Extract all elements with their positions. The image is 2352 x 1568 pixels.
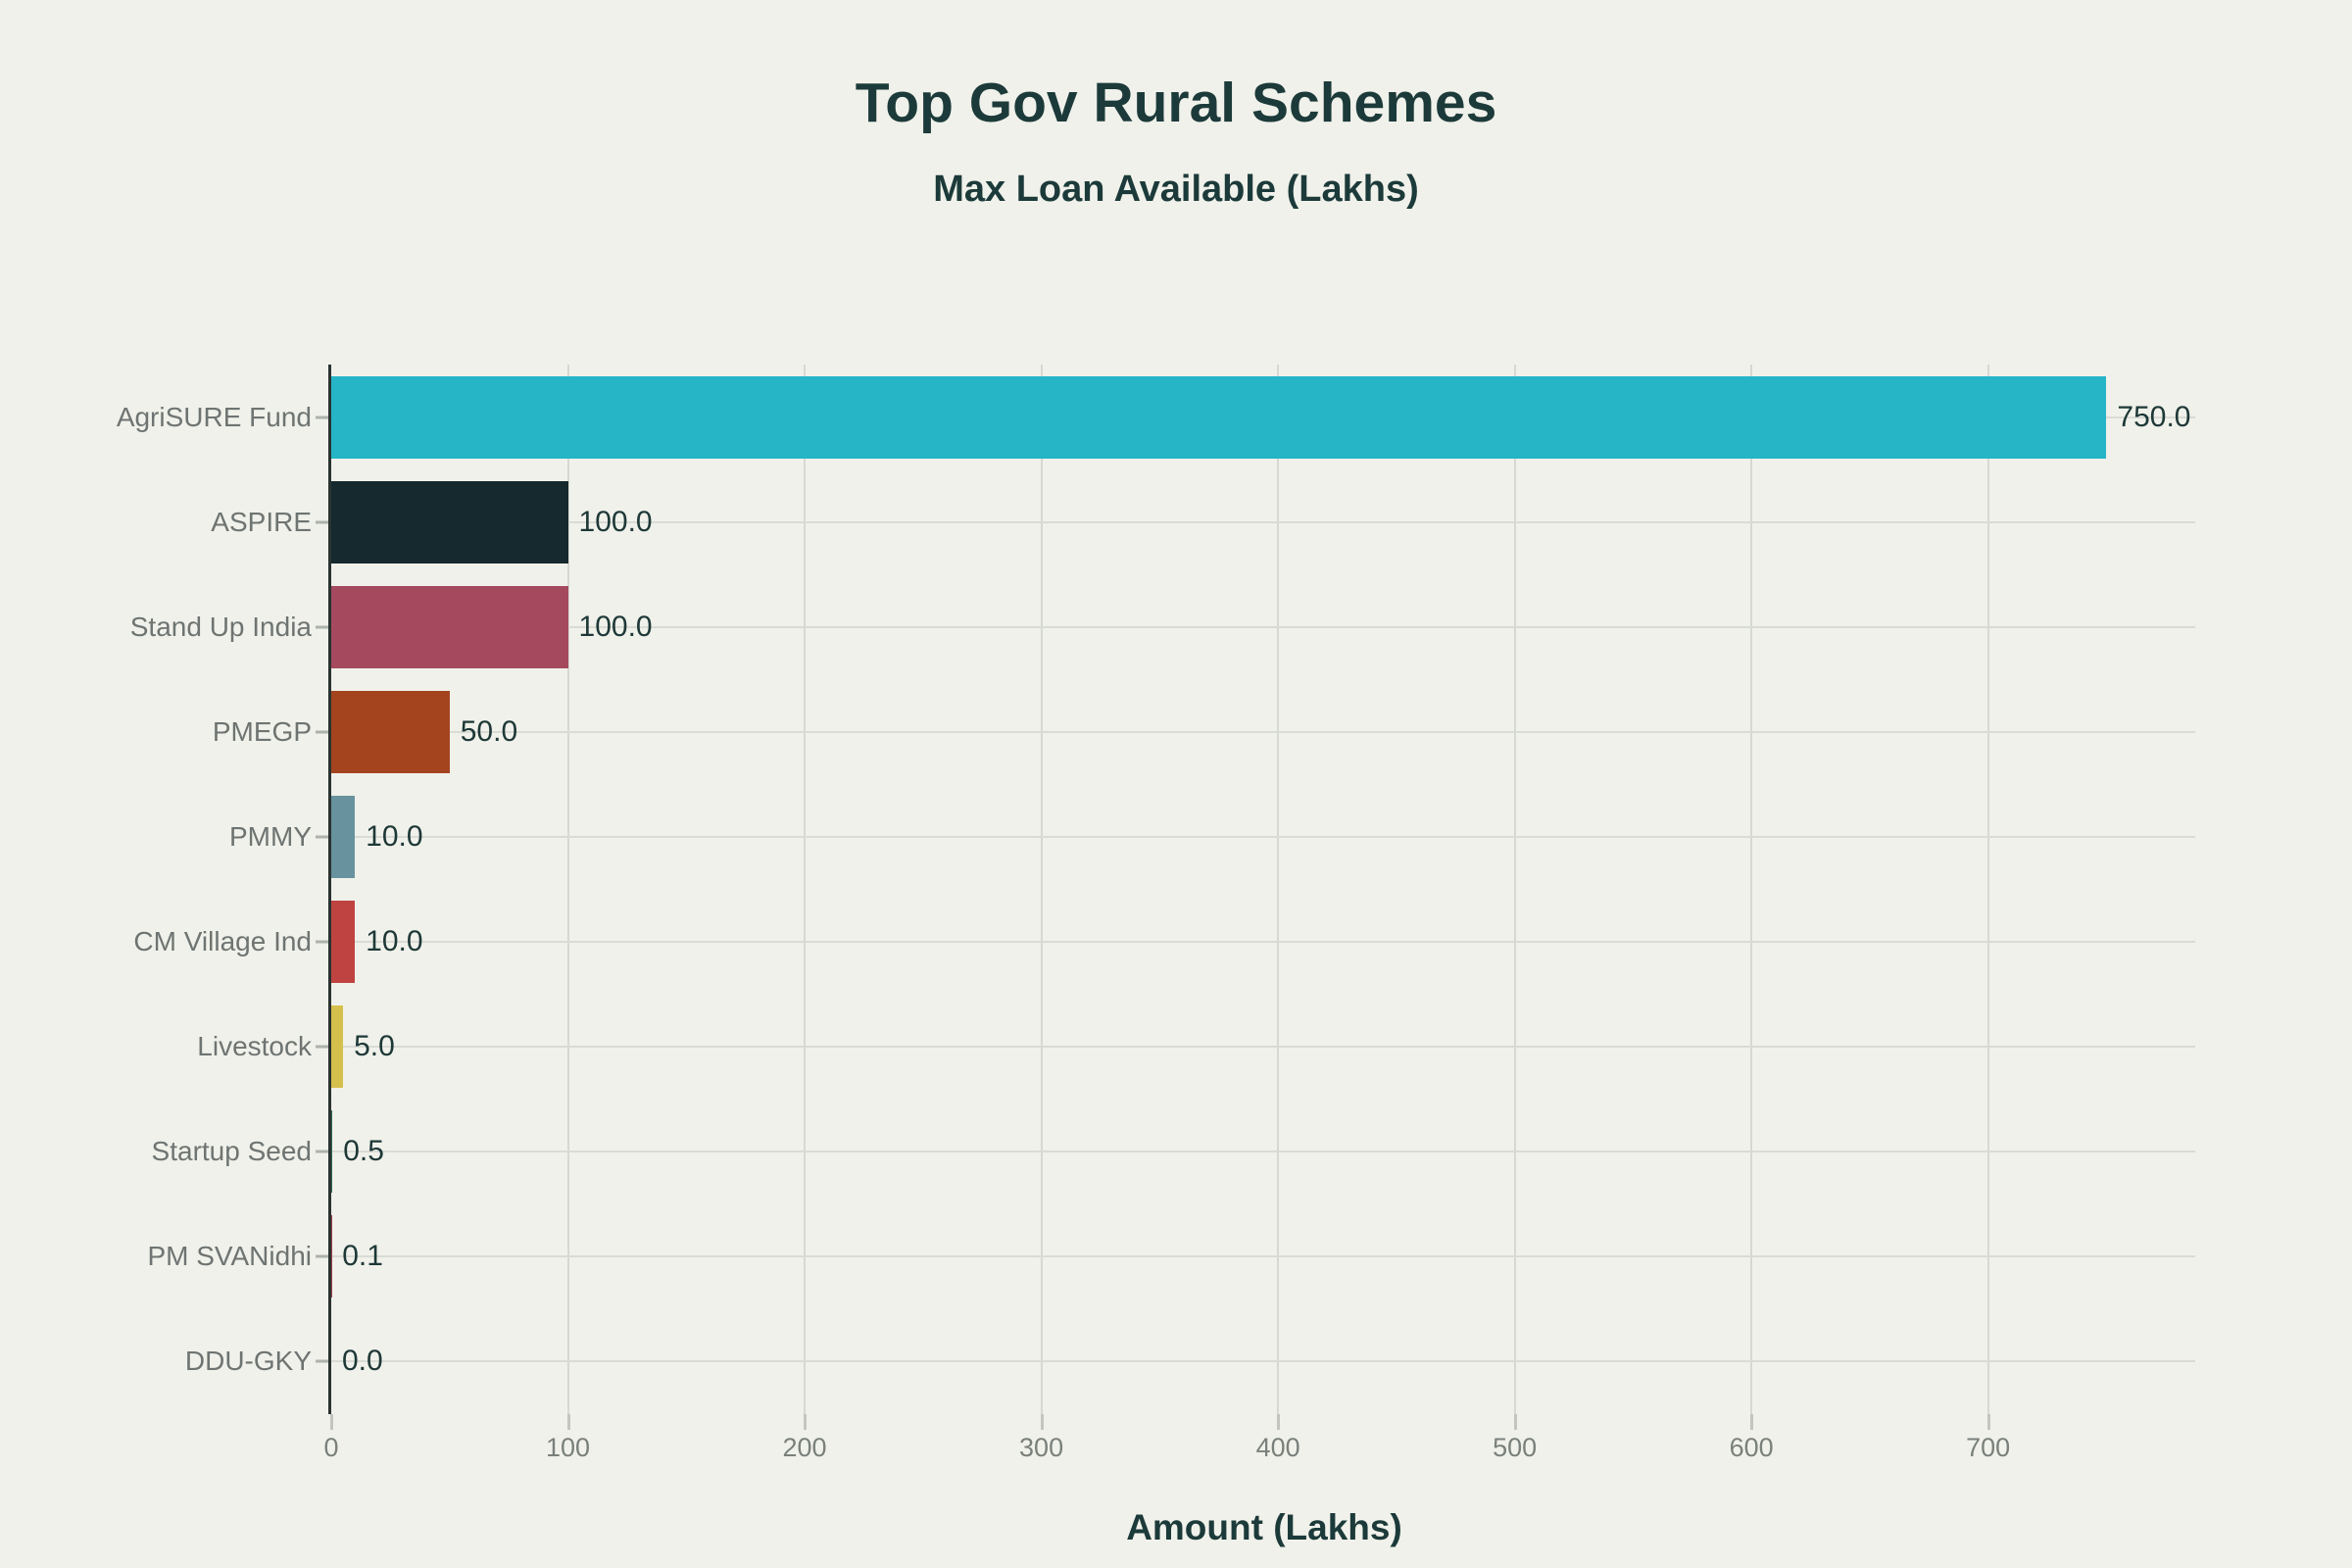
value-label-2: 100.0 [578, 610, 653, 643]
bar-cm-village-ind [331, 901, 356, 984]
category-label-agrisure-fund: AgriSURE Fund [116, 401, 312, 432]
value-label-3: 50.0 [460, 714, 518, 748]
value-label-4: 10.0 [366, 819, 423, 853]
category-label-pm-svanidhi: PM SVANidhi [147, 1241, 312, 1272]
gridline-row-7 [331, 1151, 2195, 1153]
gridline-x-200 [804, 365, 807, 1414]
value-label-1: 100.0 [578, 505, 653, 538]
gridline-row-2 [331, 625, 2195, 628]
y-tick-dash-1 [316, 520, 329, 524]
bar-pmmy [331, 795, 356, 878]
y-tick-dash-3 [316, 730, 329, 734]
gridline-row-3 [331, 730, 2195, 733]
x-tick-dash-0 [330, 1414, 333, 1430]
value-label-8: 0.1 [342, 1240, 383, 1273]
gridline-row-1 [331, 520, 2195, 523]
y-tick-dash-2 [316, 625, 329, 629]
category-label-aspire: ASPIRE [211, 506, 312, 537]
category-label-livestock: Livestock [197, 1031, 312, 1062]
plot-area: 750.0 100.0 100.0 50.0 10.0 10.0 5.0 0.5 0.1 0.0 [328, 365, 2195, 1414]
value-label-9: 0.0 [342, 1345, 383, 1378]
y-tick-dash-6 [316, 1045, 329, 1049]
gridline-x-500 [1513, 365, 1516, 1414]
gridline-x-100 [566, 365, 569, 1414]
value-label-6: 5.0 [354, 1030, 395, 1063]
chart-title: Top Gov Rural Schemes [855, 72, 1497, 134]
bar-aspire [331, 480, 568, 564]
x-tick-label-200: 200 [782, 1433, 827, 1462]
bar-livestock [331, 1005, 344, 1089]
category-label-pmegp: PMEGP [212, 715, 312, 747]
category-label-ddu-gky: DDU-GKY [184, 1346, 312, 1377]
y-tick-dash-9 [316, 1359, 329, 1363]
x-tick-label-300: 300 [1019, 1433, 1064, 1462]
gridline-row-4 [331, 835, 2195, 838]
y-axis-spine [328, 365, 331, 1414]
category-label-pmmy: PMMY [229, 820, 312, 852]
bar-agrisure-fund [331, 375, 2107, 459]
x-tick-label-0: 0 [323, 1433, 339, 1462]
gridline-row-6 [331, 1046, 2195, 1049]
gridline-row-9 [331, 1360, 2195, 1363]
x-tick-label-500: 500 [1493, 1433, 1538, 1462]
y-tick-dash-0 [316, 416, 329, 419]
x-tick-dash-500 [1513, 1414, 1517, 1430]
gridline-row-8 [331, 1255, 2195, 1258]
x-tick-dash-200 [804, 1414, 808, 1430]
gridline-x-400 [1277, 365, 1280, 1414]
chart-subtitle: Max Loan Available (Lakhs) [933, 169, 1419, 210]
y-tick-dash-4 [316, 835, 329, 839]
category-label-cm-village-ind: CM Village Ind [133, 926, 312, 957]
value-label-5: 10.0 [366, 925, 423, 958]
y-tick-dash-7 [316, 1150, 329, 1153]
gridline-x-700 [1986, 365, 1989, 1414]
bar-pmegp [331, 690, 450, 773]
x-tick-dash-600 [1750, 1414, 1754, 1430]
x-tick-label-700: 700 [1966, 1433, 2011, 1462]
value-label-7: 0.5 [343, 1135, 384, 1168]
x-tick-label-400: 400 [1255, 1433, 1300, 1462]
x-tick-label-100: 100 [545, 1433, 591, 1462]
bar-startup-seed [331, 1110, 333, 1194]
x-tick-dash-700 [1986, 1414, 1990, 1430]
x-tick-dash-100 [566, 1414, 570, 1430]
y-tick-dash-5 [316, 940, 329, 944]
y-tick-dash-8 [316, 1254, 329, 1258]
gridline-x-600 [1750, 365, 1753, 1414]
value-label-0: 750.0 [2117, 400, 2191, 433]
x-tick-label-600: 600 [1729, 1433, 1774, 1462]
x-axis-title: Amount (Lakhs) [1126, 1507, 1402, 1547]
x-tick-dash-300 [1040, 1414, 1044, 1430]
x-tick-dash-400 [1277, 1414, 1281, 1430]
gridline-row-5 [331, 941, 2195, 944]
bar-stand-up-india [331, 585, 568, 668]
category-label-stand-up-india: Stand Up India [129, 611, 312, 642]
gridline-x-300 [1040, 365, 1043, 1414]
category-label-startup-seed: Startup Seed [151, 1136, 312, 1167]
